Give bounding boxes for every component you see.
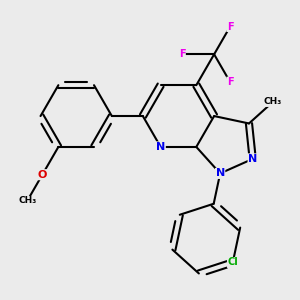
Text: N: N <box>215 168 225 178</box>
Text: F: F <box>227 22 233 32</box>
Text: CH₃: CH₃ <box>18 196 36 206</box>
Text: N: N <box>248 154 257 164</box>
Text: N: N <box>156 142 165 152</box>
Text: O: O <box>38 170 47 180</box>
Text: F: F <box>179 49 185 59</box>
Text: Cl: Cl <box>227 257 238 267</box>
Text: F: F <box>227 77 233 87</box>
Text: CH₃: CH₃ <box>264 98 282 106</box>
